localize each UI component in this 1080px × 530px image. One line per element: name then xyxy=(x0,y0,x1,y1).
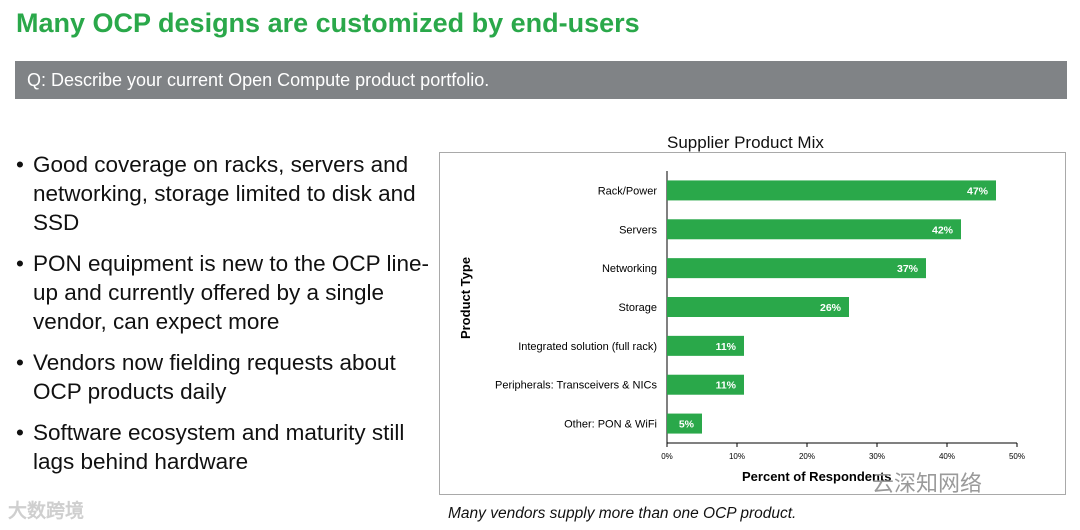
bullet-list: • Good coverage on racks, servers and net… xyxy=(14,150,434,488)
bullet-text: PON equipment is new to the OCP line-up … xyxy=(33,251,430,334)
bullet-dot: • xyxy=(16,152,24,177)
bar xyxy=(667,180,996,201)
bullet-dot: • xyxy=(16,420,24,445)
category-label: Other: PON & WiFi xyxy=(564,419,657,431)
bullet-item: • Good coverage on racks, servers and net… xyxy=(14,150,434,237)
category-label: Storage xyxy=(618,302,657,314)
watermark-left: 大数跨境 xyxy=(8,501,85,522)
x-tick-label: 50% xyxy=(1009,452,1025,461)
data-label: 42% xyxy=(932,224,954,236)
data-label: 5% xyxy=(679,419,695,431)
bar xyxy=(667,374,744,395)
slide-title: Many OCP designs are customized by end-u… xyxy=(16,8,640,38)
bullet-text: Software ecosystem and maturity still la… xyxy=(33,420,405,474)
data-label: 11% xyxy=(716,341,737,353)
x-tick-label: 30% xyxy=(869,452,885,461)
data-label: 37% xyxy=(897,263,919,275)
data-label: 11% xyxy=(716,380,737,392)
chart-frame xyxy=(439,152,1066,495)
bullet-text: Good coverage on racks, servers and netw… xyxy=(33,152,416,235)
bullet-item: • Vendors now fielding requests about OCP… xyxy=(14,348,434,406)
x-axis-title: Percent of Respondents xyxy=(742,469,892,484)
bullet-dot: • xyxy=(16,350,24,375)
y-axis-title: Product Type xyxy=(458,257,473,339)
bar xyxy=(667,219,961,240)
x-tick-label: 40% xyxy=(939,452,955,461)
x-tick-label: 10% xyxy=(729,452,745,461)
category-label: Rack/Power xyxy=(598,185,658,197)
watermark-right: 云深知网络 xyxy=(872,471,983,496)
x-tick-label: 0% xyxy=(661,452,673,461)
bar xyxy=(667,413,702,434)
category-label: Integrated solution (full rack) xyxy=(518,341,657,353)
x-tick-label: 20% xyxy=(799,452,815,461)
category-label: Servers xyxy=(619,224,657,236)
data-label: 26% xyxy=(820,302,842,314)
category-label: Peripherals: Transceivers & NICs xyxy=(495,380,657,392)
bar xyxy=(667,335,744,356)
chart-caption: Many vendors supply more than one OCP pr… xyxy=(448,505,797,522)
data-label: 47% xyxy=(967,185,989,197)
question-banner: Q: Describe your current Open Compute pr… xyxy=(15,61,1067,99)
bullet-text: Vendors now fielding requests about OCP … xyxy=(33,350,396,404)
bullet-dot: • xyxy=(16,251,24,276)
category-label: Networking xyxy=(602,263,657,275)
chart-title: Supplier Product Mix xyxy=(667,133,824,152)
bullet-item: • PON equipment is new to the OCP line-up… xyxy=(14,249,434,336)
bar xyxy=(667,258,926,279)
bullet-item: • Software ecosystem and maturity still l… xyxy=(14,418,434,476)
bar xyxy=(667,297,849,317)
